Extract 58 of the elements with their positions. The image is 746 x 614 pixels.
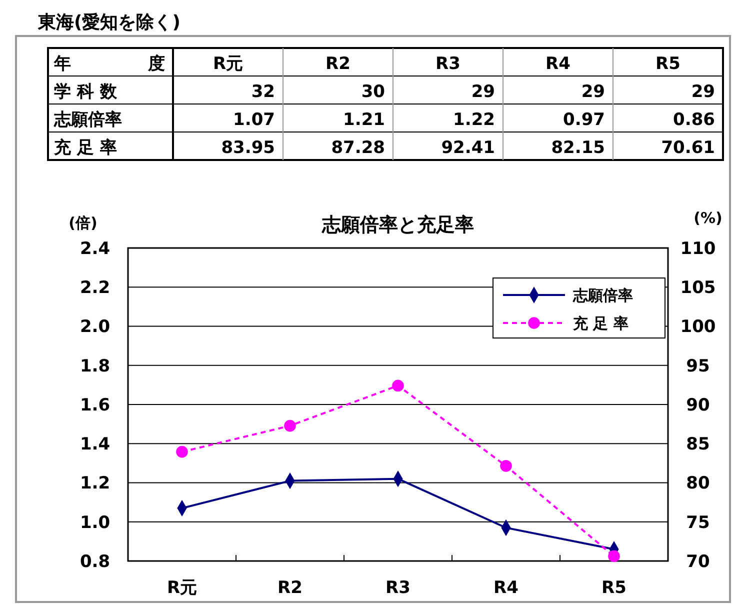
y-tick-label: 1.0 bbox=[80, 512, 110, 533]
data-label: 0.97 bbox=[563, 110, 605, 130]
data-label: 82.15 bbox=[551, 138, 605, 158]
chart-title: 志願倍率と充足率 bbox=[321, 214, 474, 236]
text: 年 度 bbox=[53, 54, 165, 74]
y-tick-label: 0.8 bbox=[80, 552, 110, 572]
y-tick-label: 1.2 bbox=[80, 474, 110, 494]
data-label: 1.22 bbox=[453, 110, 495, 130]
data-label: 30 bbox=[361, 82, 386, 102]
category-label: R5 bbox=[656, 54, 680, 74]
category-label: R2 bbox=[326, 54, 350, 74]
text: 充 足 率 bbox=[53, 138, 117, 158]
data-label: 92.41 bbox=[441, 138, 495, 158]
data-label: 70.61 bbox=[661, 138, 715, 158]
y-tick-label: 1.8 bbox=[80, 356, 110, 376]
y2-tick-label: 85 bbox=[686, 434, 710, 455]
point bbox=[500, 460, 512, 472]
x-tick-label: R3 bbox=[386, 578, 410, 598]
data-label: 0.86 bbox=[673, 110, 715, 130]
data-label: 1.21 bbox=[343, 110, 385, 130]
legend-label: 志願倍率 bbox=[572, 286, 633, 304]
y2-axis-title: (%) bbox=[694, 209, 722, 227]
y2-tick-label: 90 bbox=[686, 395, 710, 416]
data-label: 29 bbox=[691, 82, 715, 102]
y-tick-label: 2.4 bbox=[80, 238, 110, 259]
point bbox=[392, 380, 404, 392]
y-axis-title: (倍) bbox=[68, 214, 98, 232]
category-label: R元 bbox=[212, 54, 244, 74]
data-label: 29 bbox=[471, 82, 495, 102]
text: 東海(愛知を除く) bbox=[37, 12, 180, 33]
data-label: 83.95 bbox=[221, 138, 275, 158]
point bbox=[176, 446, 188, 458]
y-tick-label: 2.2 bbox=[80, 278, 110, 298]
text: 志願倍率 bbox=[53, 110, 122, 130]
x-tick-label: R元 bbox=[166, 578, 198, 598]
y2-tick-label: 100 bbox=[680, 317, 716, 338]
y-tick-label: 1.4 bbox=[80, 434, 110, 455]
x-tick-label: R4 bbox=[494, 578, 519, 598]
data-label: 87.28 bbox=[331, 138, 385, 158]
category-label: R3 bbox=[436, 54, 460, 74]
series-label: 学 科 数 bbox=[54, 82, 118, 102]
y2-tick-label: 80 bbox=[686, 474, 710, 494]
y2-tick-label: 95 bbox=[686, 356, 710, 376]
data-label: 32 bbox=[251, 82, 275, 102]
data-label: 29 bbox=[581, 82, 605, 102]
x-tick-label: R5 bbox=[602, 578, 626, 598]
y-tick-label: 2.0 bbox=[80, 317, 110, 338]
point bbox=[284, 420, 296, 432]
category-label: R4 bbox=[546, 54, 571, 74]
y2-tick-label: 110 bbox=[680, 238, 716, 259]
x-tick-label: R2 bbox=[278, 578, 302, 598]
y2-tick-label: 75 bbox=[686, 512, 710, 533]
y2-tick-label: 70 bbox=[686, 552, 710, 572]
y-tick-label: 1.6 bbox=[80, 395, 110, 416]
data-label: 1.07 bbox=[233, 110, 275, 130]
legend-label: 充 足 率 bbox=[572, 314, 628, 332]
point bbox=[608, 550, 620, 562]
y2-tick-label: 105 bbox=[680, 278, 716, 298]
